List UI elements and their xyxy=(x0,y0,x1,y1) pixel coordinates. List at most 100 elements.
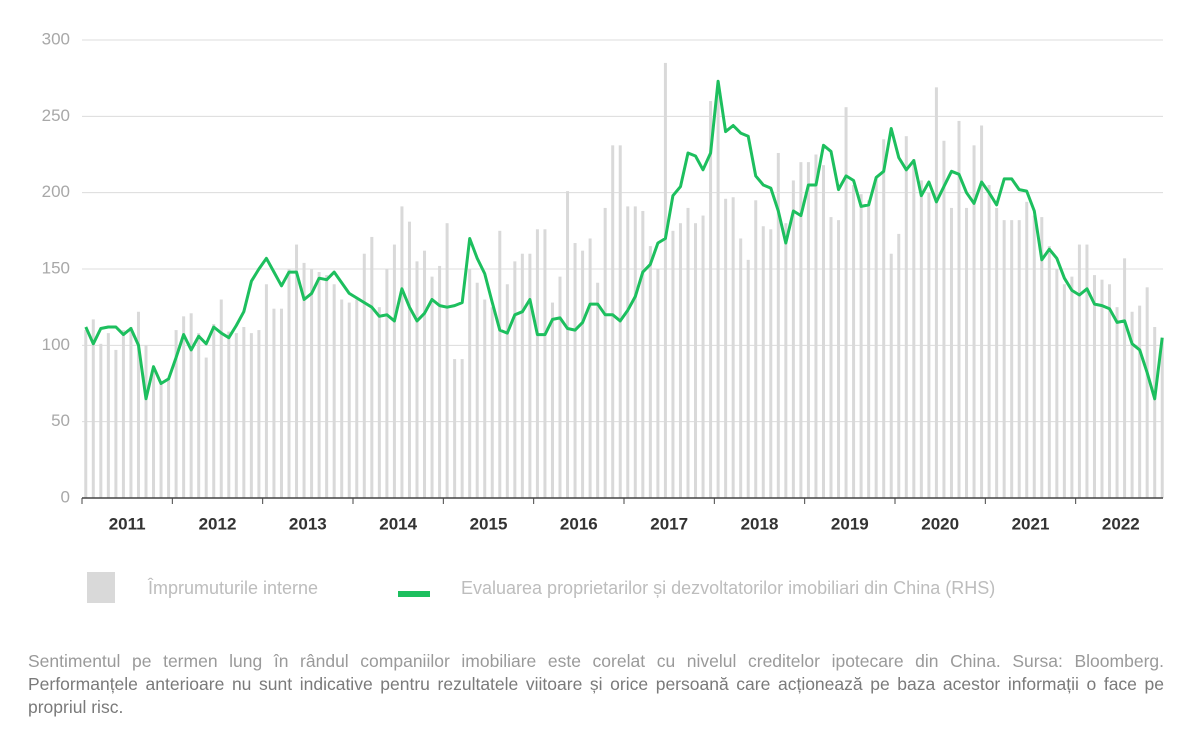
bar xyxy=(114,349,118,498)
bar xyxy=(332,284,336,498)
bar xyxy=(325,275,329,498)
bar xyxy=(121,330,125,498)
bar xyxy=(957,120,961,498)
y-tick-label: 250 xyxy=(42,106,70,125)
bar xyxy=(362,253,366,498)
x-tick-label: 2019 xyxy=(831,514,869,533)
bar xyxy=(701,215,705,499)
bar xyxy=(558,276,562,498)
bar xyxy=(942,140,946,498)
bar xyxy=(566,191,570,498)
bar xyxy=(761,226,765,498)
bar xyxy=(1130,311,1134,498)
bar xyxy=(806,162,810,498)
x-tick-label: 2017 xyxy=(650,514,688,533)
bar xyxy=(980,125,984,498)
bar xyxy=(279,308,283,498)
bar xyxy=(167,378,171,498)
bar xyxy=(919,180,923,498)
legend-label: Evaluarea proprietarilor și dezvoltatori… xyxy=(461,578,995,598)
bar xyxy=(234,333,238,498)
bar xyxy=(995,207,999,498)
legend-swatch-line xyxy=(398,591,430,597)
bar xyxy=(709,101,713,499)
bar xyxy=(889,253,893,498)
y-tick-label: 200 xyxy=(42,182,70,201)
bar xyxy=(99,343,103,498)
bar xyxy=(934,87,938,499)
bar xyxy=(257,330,261,498)
bar xyxy=(317,272,321,498)
y-tick-label: 150 xyxy=(42,258,70,277)
y-tick-label: 100 xyxy=(42,335,70,354)
bar xyxy=(596,282,600,498)
bar xyxy=(498,230,502,499)
bar xyxy=(1138,305,1142,498)
bar xyxy=(385,269,389,498)
bar xyxy=(550,302,554,498)
bar xyxy=(1077,244,1081,498)
bar xyxy=(912,159,916,498)
bar xyxy=(407,221,411,498)
bar xyxy=(453,359,457,498)
x-tick-label: 2012 xyxy=(199,514,237,533)
bar xyxy=(136,311,140,498)
bar xyxy=(264,284,268,498)
bar xyxy=(513,261,517,498)
y-tick-label: 300 xyxy=(42,29,70,48)
legend-swatch-bar xyxy=(87,572,115,603)
bar xyxy=(84,330,88,498)
bar xyxy=(219,299,223,498)
bar xyxy=(1032,215,1036,499)
bar xyxy=(656,269,660,498)
bar xyxy=(633,206,637,498)
bar xyxy=(445,223,449,498)
bar xyxy=(174,330,178,498)
bar xyxy=(295,244,299,498)
line xyxy=(84,79,1164,401)
bar xyxy=(648,246,652,498)
caption-text: Sentimentul pe termen lung în rândul com… xyxy=(28,651,1164,671)
bar xyxy=(400,206,404,498)
bar xyxy=(310,269,314,498)
bar xyxy=(475,282,479,498)
bar xyxy=(949,207,953,498)
bar xyxy=(904,136,908,498)
x-tick-label: 2022 xyxy=(1102,514,1140,533)
caption: Sentimentul pe termen lung în rândul com… xyxy=(28,650,1164,719)
bar xyxy=(663,62,667,499)
x-tick-label: 2014 xyxy=(379,514,417,533)
bar xyxy=(626,206,630,498)
x-tick-label: 2013 xyxy=(289,514,327,533)
bar xyxy=(528,253,532,498)
bar xyxy=(731,197,735,498)
bar xyxy=(189,313,193,498)
bar xyxy=(212,323,216,498)
bar xyxy=(1145,287,1149,498)
bar xyxy=(821,165,825,499)
bar xyxy=(468,269,472,498)
bar xyxy=(91,319,95,498)
bar xyxy=(588,238,592,498)
bar xyxy=(377,307,381,498)
x-tick-label: 2020 xyxy=(921,514,959,533)
x-tick-label: 2016 xyxy=(560,514,598,533)
bar xyxy=(965,207,969,498)
bar xyxy=(490,307,494,498)
bar xyxy=(897,233,901,499)
bar xyxy=(129,327,133,498)
bar xyxy=(844,107,848,498)
bar xyxy=(287,269,291,498)
x-tick-label: 2011 xyxy=(109,514,146,533)
bar xyxy=(776,152,780,498)
bar xyxy=(829,217,833,499)
bar xyxy=(1025,201,1029,498)
bar xyxy=(249,333,253,498)
bar xyxy=(392,244,396,498)
bar xyxy=(182,316,186,498)
bar xyxy=(438,265,442,498)
x-tick-label: 2021 xyxy=(1012,514,1050,533)
bar xyxy=(430,276,434,498)
bar xyxy=(227,331,231,498)
bar xyxy=(641,210,645,498)
